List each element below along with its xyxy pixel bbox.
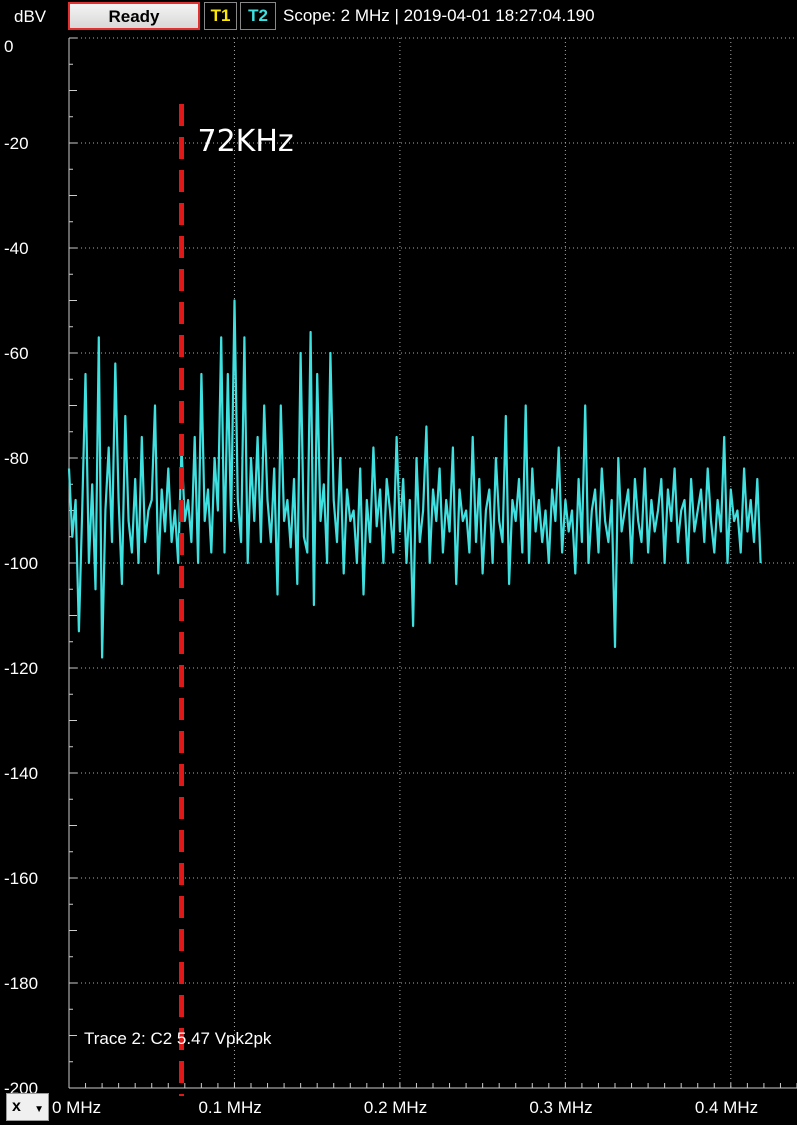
x-selector-value: x	[12, 1098, 21, 1115]
y-tick-label: -60	[4, 344, 29, 363]
y-tick-label: 0	[4, 37, 13, 56]
chevron-down-icon: ▼	[34, 1104, 44, 1115]
x-tick-label: 0.2 MHz	[364, 1098, 427, 1117]
y-tick-label: -40	[4, 239, 29, 258]
x-tick-label: 0 MHz	[52, 1098, 101, 1117]
y-tick-label: -20	[4, 134, 29, 153]
y-tick-label: -80	[4, 449, 29, 468]
y-tick-label: -160	[4, 869, 38, 888]
toolbar: dBV Ready T1 T2 Scope: 2 MHz | 2019-04-0…	[0, 0, 797, 34]
x-tick-label: 0.3 MHz	[529, 1098, 592, 1117]
trace-info: Trace 2: C2 5.47 Vpk2pk	[84, 1029, 272, 1048]
trace1-toggle[interactable]: T1	[204, 2, 237, 30]
frequency-marker-label: 72KHz	[198, 124, 294, 159]
trace2-series-line	[67, 299, 762, 659]
ready-button[interactable]: Ready	[68, 2, 200, 30]
y-unit-label: dBV	[14, 7, 47, 26]
trace2-toggle[interactable]: T2	[240, 2, 276, 30]
scope-info: Scope: 2 MHz | 2019-04-01 18:27:04.190	[283, 6, 595, 25]
x-tick-label: 0.1 MHz	[198, 1098, 261, 1117]
x-axis-selector[interactable]: x ▼	[6, 1093, 49, 1121]
y-tick-label: -100	[4, 554, 38, 573]
x-tick-label: 0.4 MHz	[695, 1098, 758, 1117]
y-tick-label: -120	[4, 659, 38, 678]
y-tick-label: -180	[4, 974, 38, 993]
y-tick-label: -140	[4, 764, 38, 783]
